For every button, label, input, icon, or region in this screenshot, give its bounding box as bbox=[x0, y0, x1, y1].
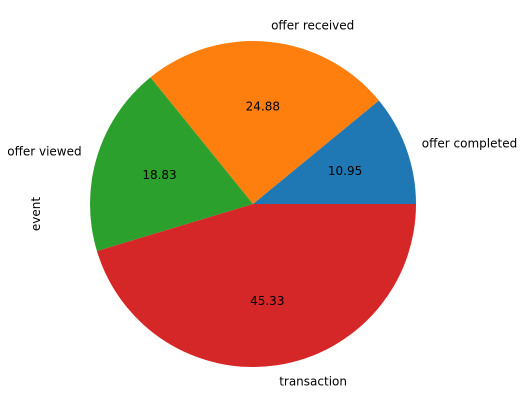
category-label-offer-received: offer received bbox=[271, 19, 354, 33]
category-label-offer-viewed: offer viewed bbox=[7, 144, 81, 158]
value-label-offer-received: 24.88 bbox=[246, 100, 280, 114]
value-label-transaction: 45.33 bbox=[250, 294, 284, 308]
category-label-offer-completed: offer completed bbox=[422, 137, 517, 151]
pie-slices bbox=[90, 41, 416, 367]
category-label-transaction: transaction bbox=[279, 374, 347, 388]
value-label-offer-completed: 10.95 bbox=[328, 164, 362, 178]
y-axis-label: event bbox=[29, 197, 43, 231]
value-label-offer-viewed: 18.83 bbox=[142, 168, 176, 182]
